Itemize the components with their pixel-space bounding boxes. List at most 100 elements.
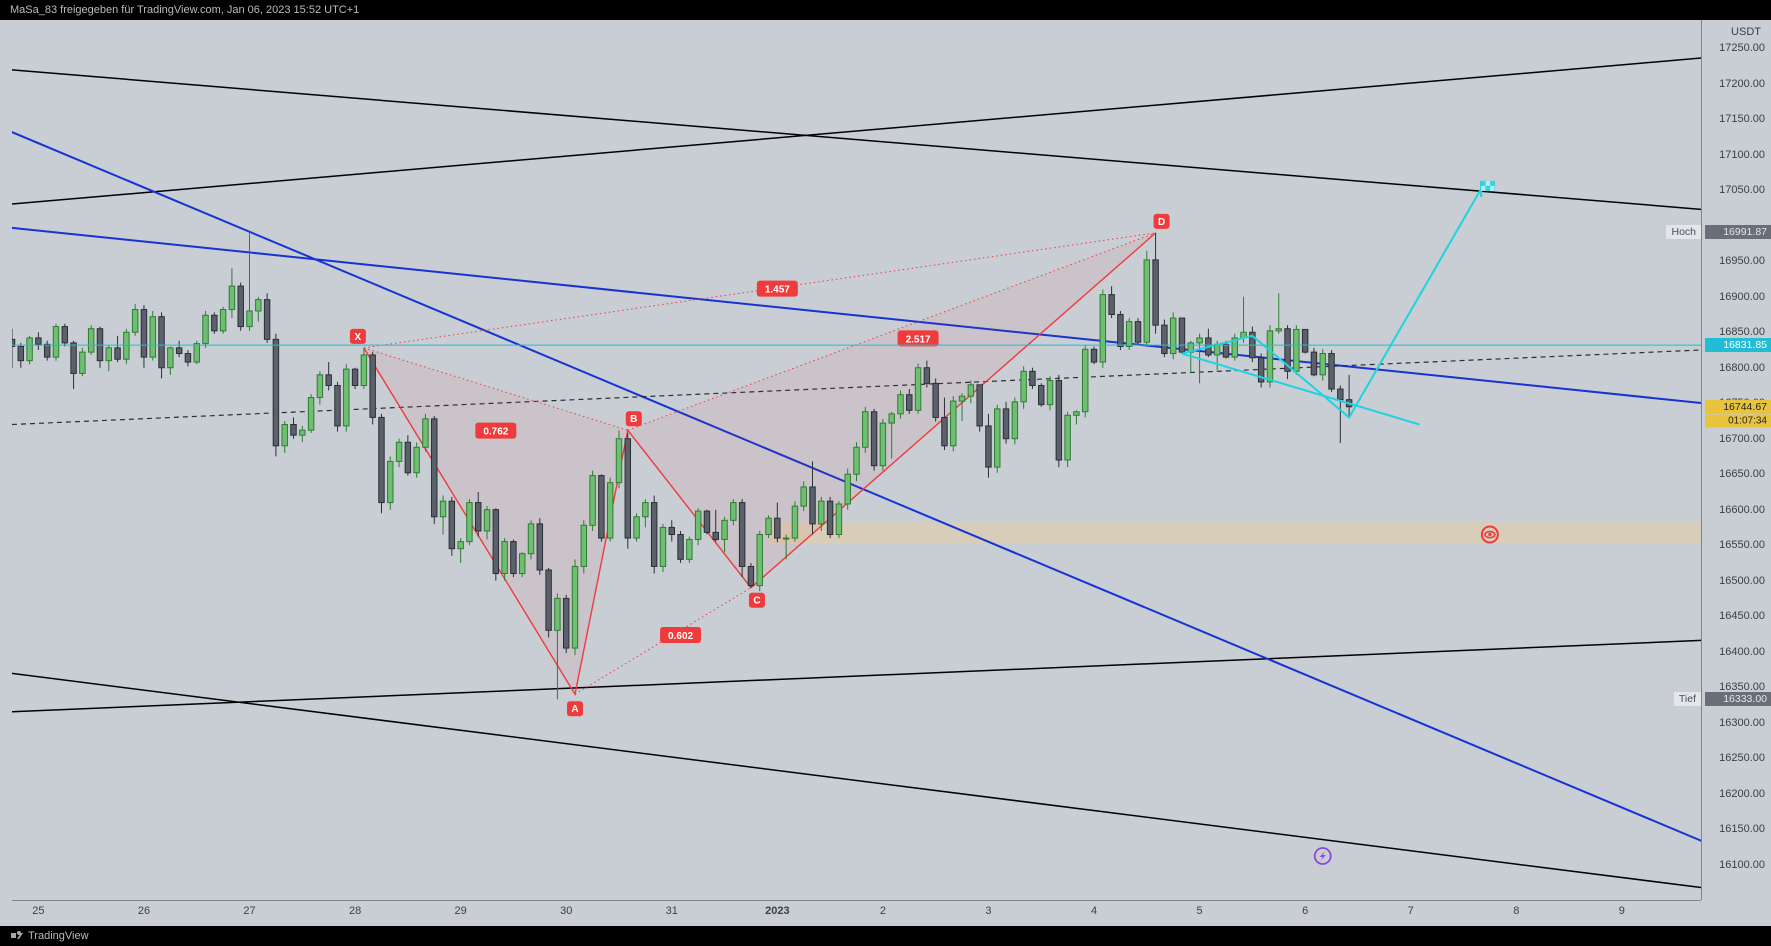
- candle[interactable]: [388, 461, 393, 502]
- candle[interactable]: [511, 542, 516, 574]
- candle[interactable]: [1003, 409, 1008, 439]
- candle[interactable]: [845, 474, 850, 504]
- candle[interactable]: [1294, 329, 1299, 371]
- candle[interactable]: [1162, 325, 1167, 353]
- candle[interactable]: [432, 419, 437, 517]
- candle[interactable]: [88, 329, 93, 352]
- candle[interactable]: [476, 503, 481, 531]
- candle[interactable]: [854, 447, 859, 474]
- candle[interactable]: [898, 395, 903, 414]
- candle[interactable]: [256, 300, 261, 311]
- candle[interactable]: [53, 327, 58, 358]
- candle[interactable]: [238, 286, 243, 326]
- candle[interactable]: [1302, 329, 1307, 352]
- candle[interactable]: [317, 375, 322, 398]
- candle[interactable]: [572, 566, 577, 648]
- candle[interactable]: [1311, 352, 1316, 375]
- candle[interactable]: [1153, 260, 1158, 325]
- candle[interactable]: [739, 503, 744, 567]
- candle[interactable]: [757, 535, 762, 586]
- candle[interactable]: [176, 348, 181, 354]
- candle[interactable]: [132, 310, 137, 333]
- candle[interactable]: [924, 368, 929, 384]
- candle[interactable]: [115, 348, 120, 359]
- candle[interactable]: [264, 300, 269, 340]
- candle[interactable]: [801, 487, 806, 506]
- candle[interactable]: [695, 511, 700, 539]
- y-axis[interactable]: USDT 16100.0016150.0016200.0016250.00163…: [1701, 20, 1771, 900]
- candle[interactable]: [194, 344, 199, 362]
- candle[interactable]: [1012, 402, 1017, 439]
- candle[interactable]: [1223, 344, 1228, 357]
- candle[interactable]: [326, 375, 331, 386]
- candle[interactable]: [643, 503, 648, 517]
- candle[interactable]: [150, 317, 155, 357]
- candle[interactable]: [880, 423, 885, 466]
- candle[interactable]: [651, 503, 656, 567]
- candle[interactable]: [344, 369, 349, 426]
- candle[interactable]: [942, 417, 947, 445]
- candle[interactable]: [995, 409, 1000, 467]
- candle[interactable]: [951, 401, 956, 446]
- candle[interactable]: [660, 527, 665, 566]
- candle[interactable]: [599, 476, 604, 538]
- candle[interactable]: [1100, 295, 1105, 362]
- candle[interactable]: [352, 369, 357, 385]
- candle[interactable]: [203, 315, 208, 343]
- candle[interactable]: [212, 315, 217, 331]
- candle[interactable]: [220, 310, 225, 331]
- candle[interactable]: [678, 535, 683, 560]
- candle[interactable]: [563, 598, 568, 648]
- candle[interactable]: [1118, 315, 1123, 347]
- candle[interactable]: [1039, 385, 1044, 404]
- x-axis[interactable]: 25262728293031202323456789: [12, 900, 1701, 926]
- candle[interactable]: [370, 355, 375, 417]
- candle[interactable]: [396, 442, 401, 461]
- candle[interactable]: [625, 439, 630, 538]
- candle[interactable]: [871, 412, 876, 466]
- candle[interactable]: [1329, 354, 1334, 389]
- candle[interactable]: [1126, 322, 1131, 347]
- candle[interactable]: [1056, 381, 1061, 460]
- candle[interactable]: [836, 504, 841, 535]
- candle[interactable]: [291, 425, 296, 436]
- candle[interactable]: [80, 352, 85, 373]
- candle[interactable]: [616, 439, 621, 483]
- candle[interactable]: [607, 483, 612, 538]
- candle[interactable]: [537, 524, 542, 570]
- candle[interactable]: [775, 518, 780, 538]
- candle[interactable]: [1030, 371, 1035, 385]
- candle[interactable]: [704, 511, 709, 532]
- candle[interactable]: [819, 501, 824, 524]
- candle[interactable]: [502, 542, 507, 574]
- candle[interactable]: [731, 503, 736, 521]
- candle[interactable]: [282, 425, 287, 446]
- candle[interactable]: [1179, 318, 1184, 352]
- candle[interactable]: [1047, 381, 1052, 405]
- candle[interactable]: [168, 348, 173, 368]
- candle[interactable]: [590, 476, 595, 526]
- candle[interactable]: [1109, 295, 1114, 315]
- candle[interactable]: [687, 539, 692, 559]
- plot-svg[interactable]: XABCD0.7620.6021.4572.517: [12, 20, 1701, 900]
- candle[interactable]: [669, 527, 674, 534]
- candle[interactable]: [44, 344, 49, 357]
- candle[interactable]: [722, 520, 727, 539]
- candle[interactable]: [62, 327, 67, 343]
- candle[interactable]: [159, 317, 164, 368]
- candle[interactable]: [1021, 371, 1026, 402]
- candle[interactable]: [968, 385, 973, 396]
- candle[interactable]: [581, 525, 586, 566]
- candle[interactable]: [766, 518, 771, 534]
- candle[interactable]: [1135, 322, 1140, 343]
- candle[interactable]: [467, 503, 472, 542]
- candle[interactable]: [423, 419, 428, 447]
- candle[interactable]: [458, 542, 463, 549]
- candle[interactable]: [977, 385, 982, 426]
- candle[interactable]: [546, 570, 551, 630]
- candle[interactable]: [300, 430, 305, 435]
- candle[interactable]: [863, 412, 868, 447]
- candle[interactable]: [27, 338, 32, 361]
- candle[interactable]: [379, 417, 384, 502]
- candle[interactable]: [1320, 354, 1325, 375]
